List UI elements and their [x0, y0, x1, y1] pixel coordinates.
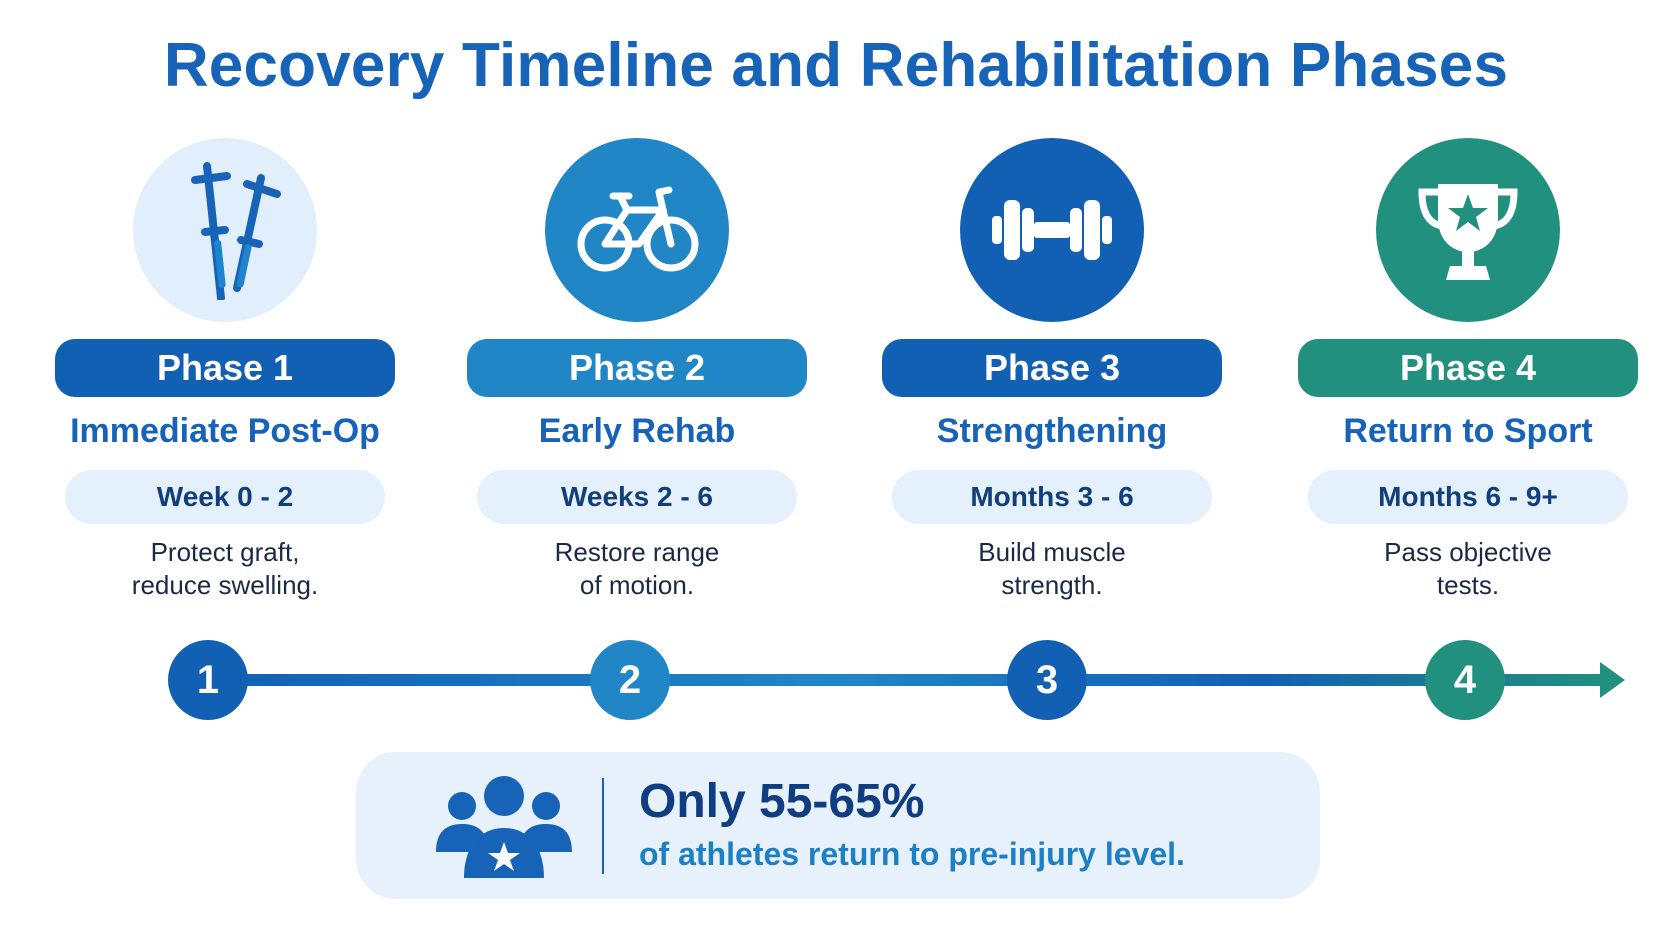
- phase-2-duration: Weeks 2 - 6: [477, 470, 797, 524]
- phase-4-description-line1: Pass objective: [1384, 537, 1552, 567]
- phase-4-description-line2: tests.: [1436, 570, 1500, 600]
- phase-4-name: Return to Sport: [1343, 412, 1593, 450]
- phase-3-column: Phase 3 Strengthening Months 3 - 6 Build…: [882, 0, 1222, 620]
- stat-divider: [602, 778, 604, 874]
- page-title: Recovery Timeline and Rehabilitation Pha…: [163, 31, 1509, 100]
- timeline-line: [208, 674, 1608, 686]
- phase-3-label: Phase 3: [882, 339, 1222, 397]
- stat-subtext: of athletes return to pre-injury level.: [639, 836, 1185, 872]
- stat-callout: Only 55-65% of athletes return to pre-in…: [356, 752, 1320, 899]
- athletes-group-icon: [436, 776, 572, 878]
- phase-4-duration: Months 6 - 9+: [1308, 470, 1628, 524]
- phase-3-description-line2: strength.: [1001, 570, 1103, 600]
- phase-1-description-line2: reduce swelling.: [131, 570, 319, 600]
- timeline-arrow-icon: [1600, 662, 1625, 698]
- phase-2-column: Phase 2 Early Rehab Weeks 2 - 6 Restore …: [467, 0, 807, 620]
- timeline-node-1: 1: [168, 640, 248, 720]
- phase-1-name: Immediate Post-Op: [70, 412, 380, 450]
- timeline-node-1-number: 1: [197, 658, 219, 702]
- phase-2-description-line1: Restore range: [554, 537, 720, 567]
- dumbbell-icon: [960, 138, 1144, 322]
- bicycle-icon: [545, 138, 729, 322]
- phase-3-duration: Months 3 - 6: [892, 470, 1212, 524]
- phase-4-column: Phase 4 Return to Sport Months 6 - 9+ Pa…: [1298, 0, 1638, 620]
- crutches-icon: [133, 138, 317, 322]
- phase-2-label: Phase 2: [467, 339, 807, 397]
- timeline-node-3: 3: [1007, 640, 1087, 720]
- phase-1-description: Protect graft, reduce swelling.: [65, 536, 385, 602]
- phase-2-description: Restore range of motion.: [477, 536, 797, 602]
- timeline-node-2-number: 2: [619, 658, 641, 702]
- timeline-node-4-number: 4: [1454, 658, 1477, 702]
- phase-4-description: Pass objective tests.: [1308, 536, 1628, 602]
- timeline-node-3-number: 3: [1036, 658, 1058, 702]
- stat-headline: Only 55-65%: [639, 775, 925, 828]
- timeline-node-4: 4: [1425, 640, 1505, 720]
- phase-3-description-line1: Build muscle: [978, 537, 1126, 567]
- phase-1-duration: Week 0 - 2: [65, 470, 385, 524]
- phase-3-description: Build muscle strength.: [892, 536, 1212, 602]
- timeline-node-2: 2: [590, 640, 670, 720]
- phase-2-name: Early Rehab: [538, 412, 736, 450]
- phase-1-label: Phase 1: [55, 339, 395, 397]
- phase-1-description-line1: Protect graft,: [150, 537, 300, 567]
- timeline: 1 2 3 4: [168, 640, 1625, 720]
- trophy-icon: [1376, 138, 1560, 322]
- phase-3-name: Strengthening: [936, 412, 1168, 450]
- phase-1-column: Phase 1 Immediate Post-Op Week 0 - 2 Pro…: [55, 0, 395, 620]
- phase-4-label: Phase 4: [1298, 339, 1638, 397]
- phase-2-description-line2: of motion.: [579, 570, 695, 600]
